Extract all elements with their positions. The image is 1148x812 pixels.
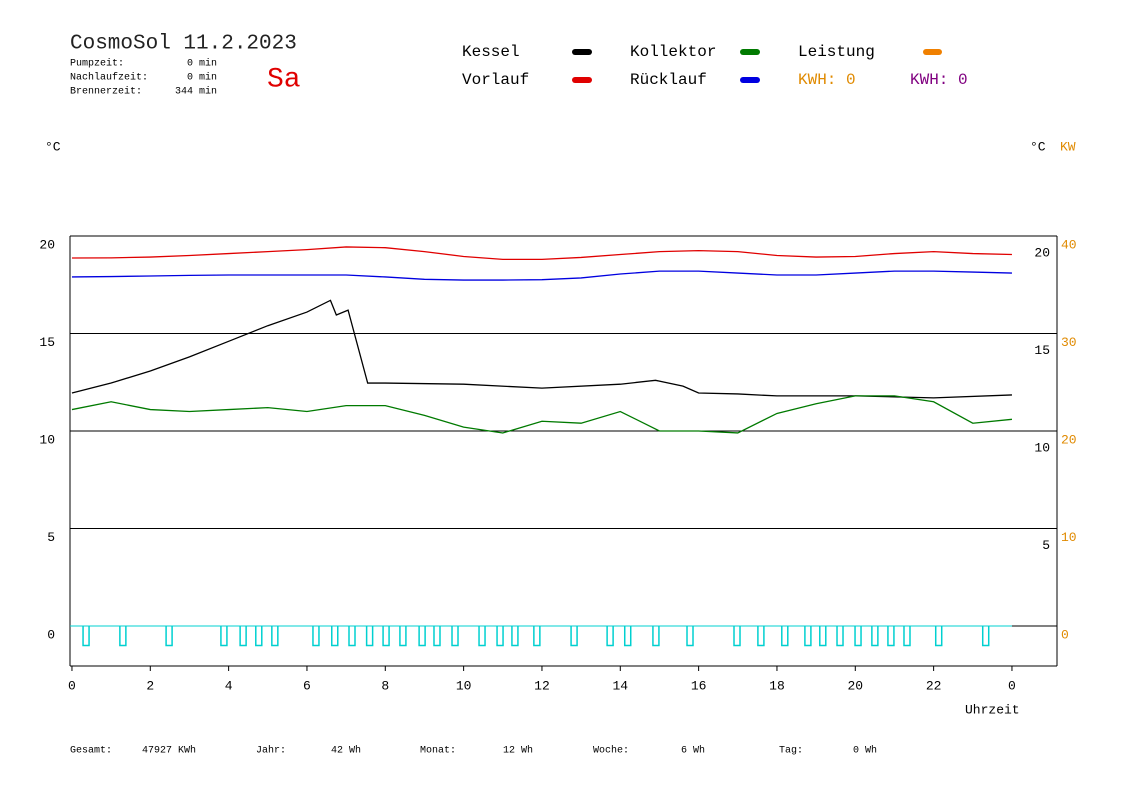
y-tick-label: 10 — [39, 432, 55, 447]
pulse — [312, 626, 320, 647]
pulse — [496, 626, 504, 647]
kwh-label: KWH: 0 — [798, 71, 856, 89]
y2-tick-label: 0 — [1061, 627, 1069, 642]
footer-value: 0 Wh — [853, 745, 877, 757]
pulse — [934, 626, 943, 647]
pulse — [165, 626, 173, 647]
pulse — [382, 626, 390, 647]
pulse — [733, 626, 741, 647]
pulse — [887, 626, 895, 647]
stat-value: 344 min — [175, 86, 217, 98]
footer-label: Monat: — [420, 746, 456, 757]
pulse — [606, 626, 614, 647]
stat-label: Nachlaufzeit: — [70, 72, 148, 84]
x-tick-label: 0 — [1008, 678, 1016, 693]
y-unit-left: °C — [45, 139, 61, 154]
pulse — [533, 626, 541, 647]
pulse — [82, 626, 90, 647]
pulse — [781, 626, 789, 647]
x-tick-label: 22 — [926, 678, 942, 693]
pulse — [478, 626, 486, 647]
y-unit-right: °C — [1030, 139, 1046, 154]
x-tick-label: 20 — [847, 678, 863, 693]
footer-value: 42 Wh — [331, 745, 361, 757]
footer-value: 12 Wh — [503, 745, 533, 757]
series-line — [71, 246, 1012, 261]
pulse — [418, 626, 426, 647]
pulse — [433, 626, 441, 647]
x-tick-label: 2 — [146, 678, 154, 693]
y-tick-label: 15 — [39, 335, 55, 350]
pulse — [804, 626, 812, 647]
y-tick-label-right: 15 — [1034, 343, 1050, 358]
pulse — [399, 626, 407, 647]
pulse — [623, 626, 632, 647]
legend-label: Rücklauf — [630, 71, 707, 89]
stat-label: Pumpzeit: — [70, 58, 124, 70]
y2-tick-label: 10 — [1061, 530, 1077, 545]
footer-value: 47927 KWh — [142, 745, 196, 757]
pulse — [903, 626, 911, 647]
pulse — [981, 626, 990, 647]
x-tick-label: 12 — [534, 678, 550, 693]
footer-label: Jahr: — [256, 745, 286, 757]
footer-label: Gesamt: — [70, 746, 112, 757]
title: CosmoSol 11.2.2023 — [70, 33, 297, 56]
y-tick-label: 20 — [39, 237, 55, 252]
y-tick-label-right: 10 — [1034, 440, 1050, 455]
pulse — [819, 626, 827, 647]
y-tick-label-right: 5 — [1042, 538, 1050, 553]
y-tick-label: 5 — [47, 530, 55, 545]
pulse — [570, 626, 578, 647]
legend-label: Kessel — [462, 43, 520, 61]
kwh-label: KWH: 0 — [910, 71, 968, 89]
x-tick-label: 0 — [68, 678, 76, 693]
pulse — [757, 626, 765, 647]
pulse — [871, 626, 879, 647]
pulse — [271, 626, 279, 647]
stat-label: Brennerzeit: — [70, 86, 142, 98]
pulse — [686, 626, 694, 647]
stat-value: 0 min — [187, 72, 217, 84]
pulse — [220, 626, 228, 647]
x-tick-label: 4 — [225, 678, 233, 693]
pulse — [239, 626, 247, 647]
series-line — [71, 270, 1012, 281]
pulse — [854, 626, 862, 647]
y-tick-label: 0 — [47, 627, 55, 642]
x-tick-label: 8 — [381, 678, 389, 693]
pulse — [348, 626, 356, 647]
x-tick-label: 14 — [612, 678, 628, 693]
pulse — [255, 626, 263, 647]
x-tick-label: 10 — [456, 678, 472, 693]
legend-label: Vorlauf — [462, 71, 529, 89]
x-tick-label: 18 — [769, 678, 785, 693]
stat-value: 0 min — [187, 58, 217, 70]
day: Sa — [267, 64, 301, 95]
pulse — [451, 626, 459, 647]
legend-label: Kollektor — [630, 43, 716, 61]
pulse — [365, 626, 374, 647]
x-axis-label: Uhrzeit — [965, 702, 1020, 717]
x-tick-label: 16 — [691, 678, 707, 693]
footer-value: 6 Wh — [681, 745, 705, 757]
pulse — [652, 626, 660, 647]
y2-unit: KW — [1060, 139, 1076, 154]
y-tick-label-right: 20 — [1034, 245, 1050, 260]
legend-label: Leistung — [798, 43, 875, 61]
x-tick-label: 6 — [303, 678, 311, 693]
series-line — [71, 395, 1013, 434]
pulse — [119, 626, 127, 647]
series-line — [71, 299, 1012, 399]
pulse — [331, 626, 339, 647]
pulse — [511, 626, 519, 647]
y2-tick-label: 30 — [1061, 335, 1077, 350]
pulse — [836, 626, 844, 647]
footer-label: Tag: — [779, 746, 803, 757]
footer-label: Woche: — [593, 745, 629, 757]
y2-tick-label: 40 — [1061, 237, 1077, 252]
y2-tick-label: 20 — [1061, 432, 1077, 447]
